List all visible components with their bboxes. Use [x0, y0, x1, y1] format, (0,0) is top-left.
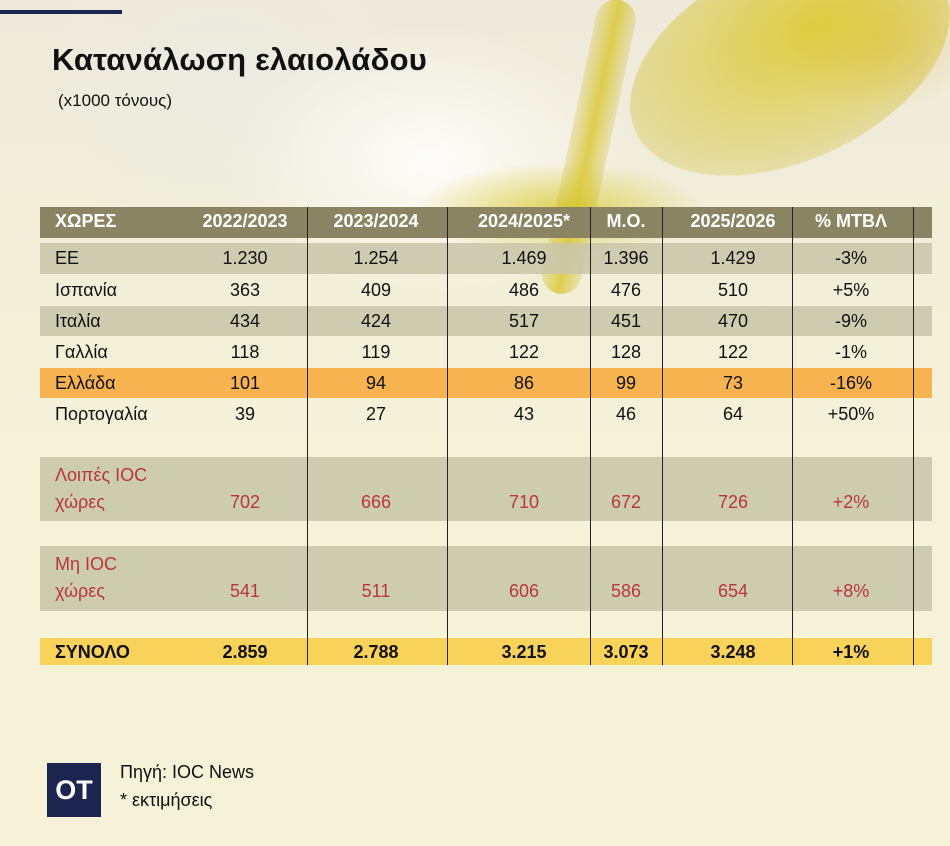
table-cell: 119	[361, 342, 391, 362]
column-header: Μ.Ο.	[606, 211, 646, 231]
row-label: Γαλλία	[55, 342, 108, 362]
table-cell: 122	[717, 342, 749, 362]
table-cell: 486	[508, 280, 540, 300]
table-cell: +2%	[832, 492, 870, 512]
table-cell: 118	[230, 342, 260, 362]
row-label: Λοιπές IOC	[55, 465, 148, 485]
table-cell: 27	[365, 404, 387, 424]
table-cell: 46	[615, 404, 637, 424]
table-cell: 3.248	[710, 642, 756, 662]
table-cell: +1%	[832, 642, 870, 662]
row-label: ΕΕ	[55, 248, 80, 268]
column-header: ΧΩΡΕΣ	[55, 211, 117, 231]
table-cell: 1.429	[710, 248, 756, 268]
table-cell: +50%	[827, 404, 875, 424]
table-cell: 363	[229, 280, 261, 300]
table-cell: +5%	[832, 280, 870, 300]
table-header-row	[40, 207, 932, 238]
ot-logo: OT	[47, 763, 101, 817]
table-cell: 1.254	[353, 248, 399, 268]
column-header: 2023/2024	[333, 211, 419, 231]
estimate-note: * εκτιμήσεις	[120, 790, 213, 810]
table-row-band	[40, 368, 932, 398]
column-divider	[792, 207, 793, 665]
table-cell: -1%	[834, 342, 868, 362]
table-cell: -3%	[834, 248, 868, 268]
table-cell: 710	[508, 492, 540, 512]
table-cell: 64	[722, 404, 744, 424]
table-cell: 2.788	[353, 642, 399, 662]
column-header: % ΜΤΒΛ	[815, 211, 887, 231]
row-label: Πορτογαλία	[55, 404, 148, 424]
table-cell: 434	[229, 311, 261, 331]
table-cell: 1.396	[603, 248, 649, 268]
table-cell: 586	[610, 581, 642, 601]
table-cell: 99	[615, 373, 637, 393]
table-cell: 43	[513, 404, 535, 424]
table-cell: 101	[229, 373, 261, 393]
table-row-band	[40, 306, 932, 336]
row-label: χώρες	[55, 492, 105, 512]
table-cell: 3.215	[501, 642, 547, 662]
table-cell: 94	[365, 373, 387, 393]
table-row-band	[40, 546, 932, 611]
table-cell: 476	[610, 280, 642, 300]
table-cell: 39	[234, 404, 256, 424]
row-label: Μη IOC	[55, 554, 118, 574]
table-cell: 672	[610, 492, 642, 512]
table-cell: 3.073	[603, 642, 649, 662]
table-cell: 128	[610, 342, 642, 362]
brand-top-line	[0, 10, 122, 14]
row-label: Ισπανία	[55, 280, 118, 300]
table-cell: 654	[717, 581, 749, 601]
column-header: 2024/2025*	[477, 211, 571, 231]
table-cell: 511	[361, 581, 391, 601]
table-cell: 86	[513, 373, 535, 393]
table-row-band	[40, 243, 932, 274]
table-cell: 606	[508, 581, 540, 601]
column-divider	[447, 207, 448, 665]
table-cell: 1.230	[222, 248, 268, 268]
page-title: Κατανάλωση ελαιολάδου	[52, 42, 427, 77]
table-cell: 1.469	[501, 248, 547, 268]
table-cell: 424	[360, 311, 392, 331]
table-cell: 451	[610, 311, 642, 331]
table-cell: -9%	[834, 311, 868, 331]
unit-subtitle: (x1000 τόνους)	[58, 91, 172, 110]
table-row-band	[40, 457, 932, 521]
table-cell: 517	[508, 311, 540, 331]
table-cell: 510	[717, 280, 749, 300]
table-cell: 666	[360, 492, 392, 512]
column-header: 2022/2023	[202, 211, 288, 231]
column-divider	[913, 207, 914, 665]
column-divider	[307, 207, 308, 665]
column-divider	[662, 207, 663, 665]
table-cell: 409	[360, 280, 392, 300]
row-label: Ελλάδα	[55, 373, 116, 393]
source-text: Πηγή: IOC News	[120, 762, 255, 782]
table-cell: 702	[229, 492, 261, 512]
table-cell: 122	[508, 342, 540, 362]
column-header: 2025/2026	[690, 211, 776, 231]
column-divider	[590, 207, 591, 665]
table-cell: 470	[717, 311, 749, 331]
table-row-band	[40, 638, 932, 665]
row-label: ΣΥΝΟΛΟ	[55, 642, 130, 662]
row-label: Ιταλία	[55, 311, 101, 331]
table-cell: 726	[717, 492, 749, 512]
table-cell: 2.859	[222, 642, 268, 662]
table-cell: -16%	[829, 373, 873, 393]
table-cell: 541	[229, 581, 261, 601]
table-cell: +8%	[832, 581, 870, 601]
row-label: χώρες	[55, 581, 105, 601]
table-cell: 73	[722, 373, 744, 393]
